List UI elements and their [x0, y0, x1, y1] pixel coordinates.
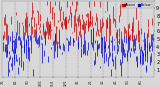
Legend: Above, Below: Above, Below [121, 2, 152, 8]
